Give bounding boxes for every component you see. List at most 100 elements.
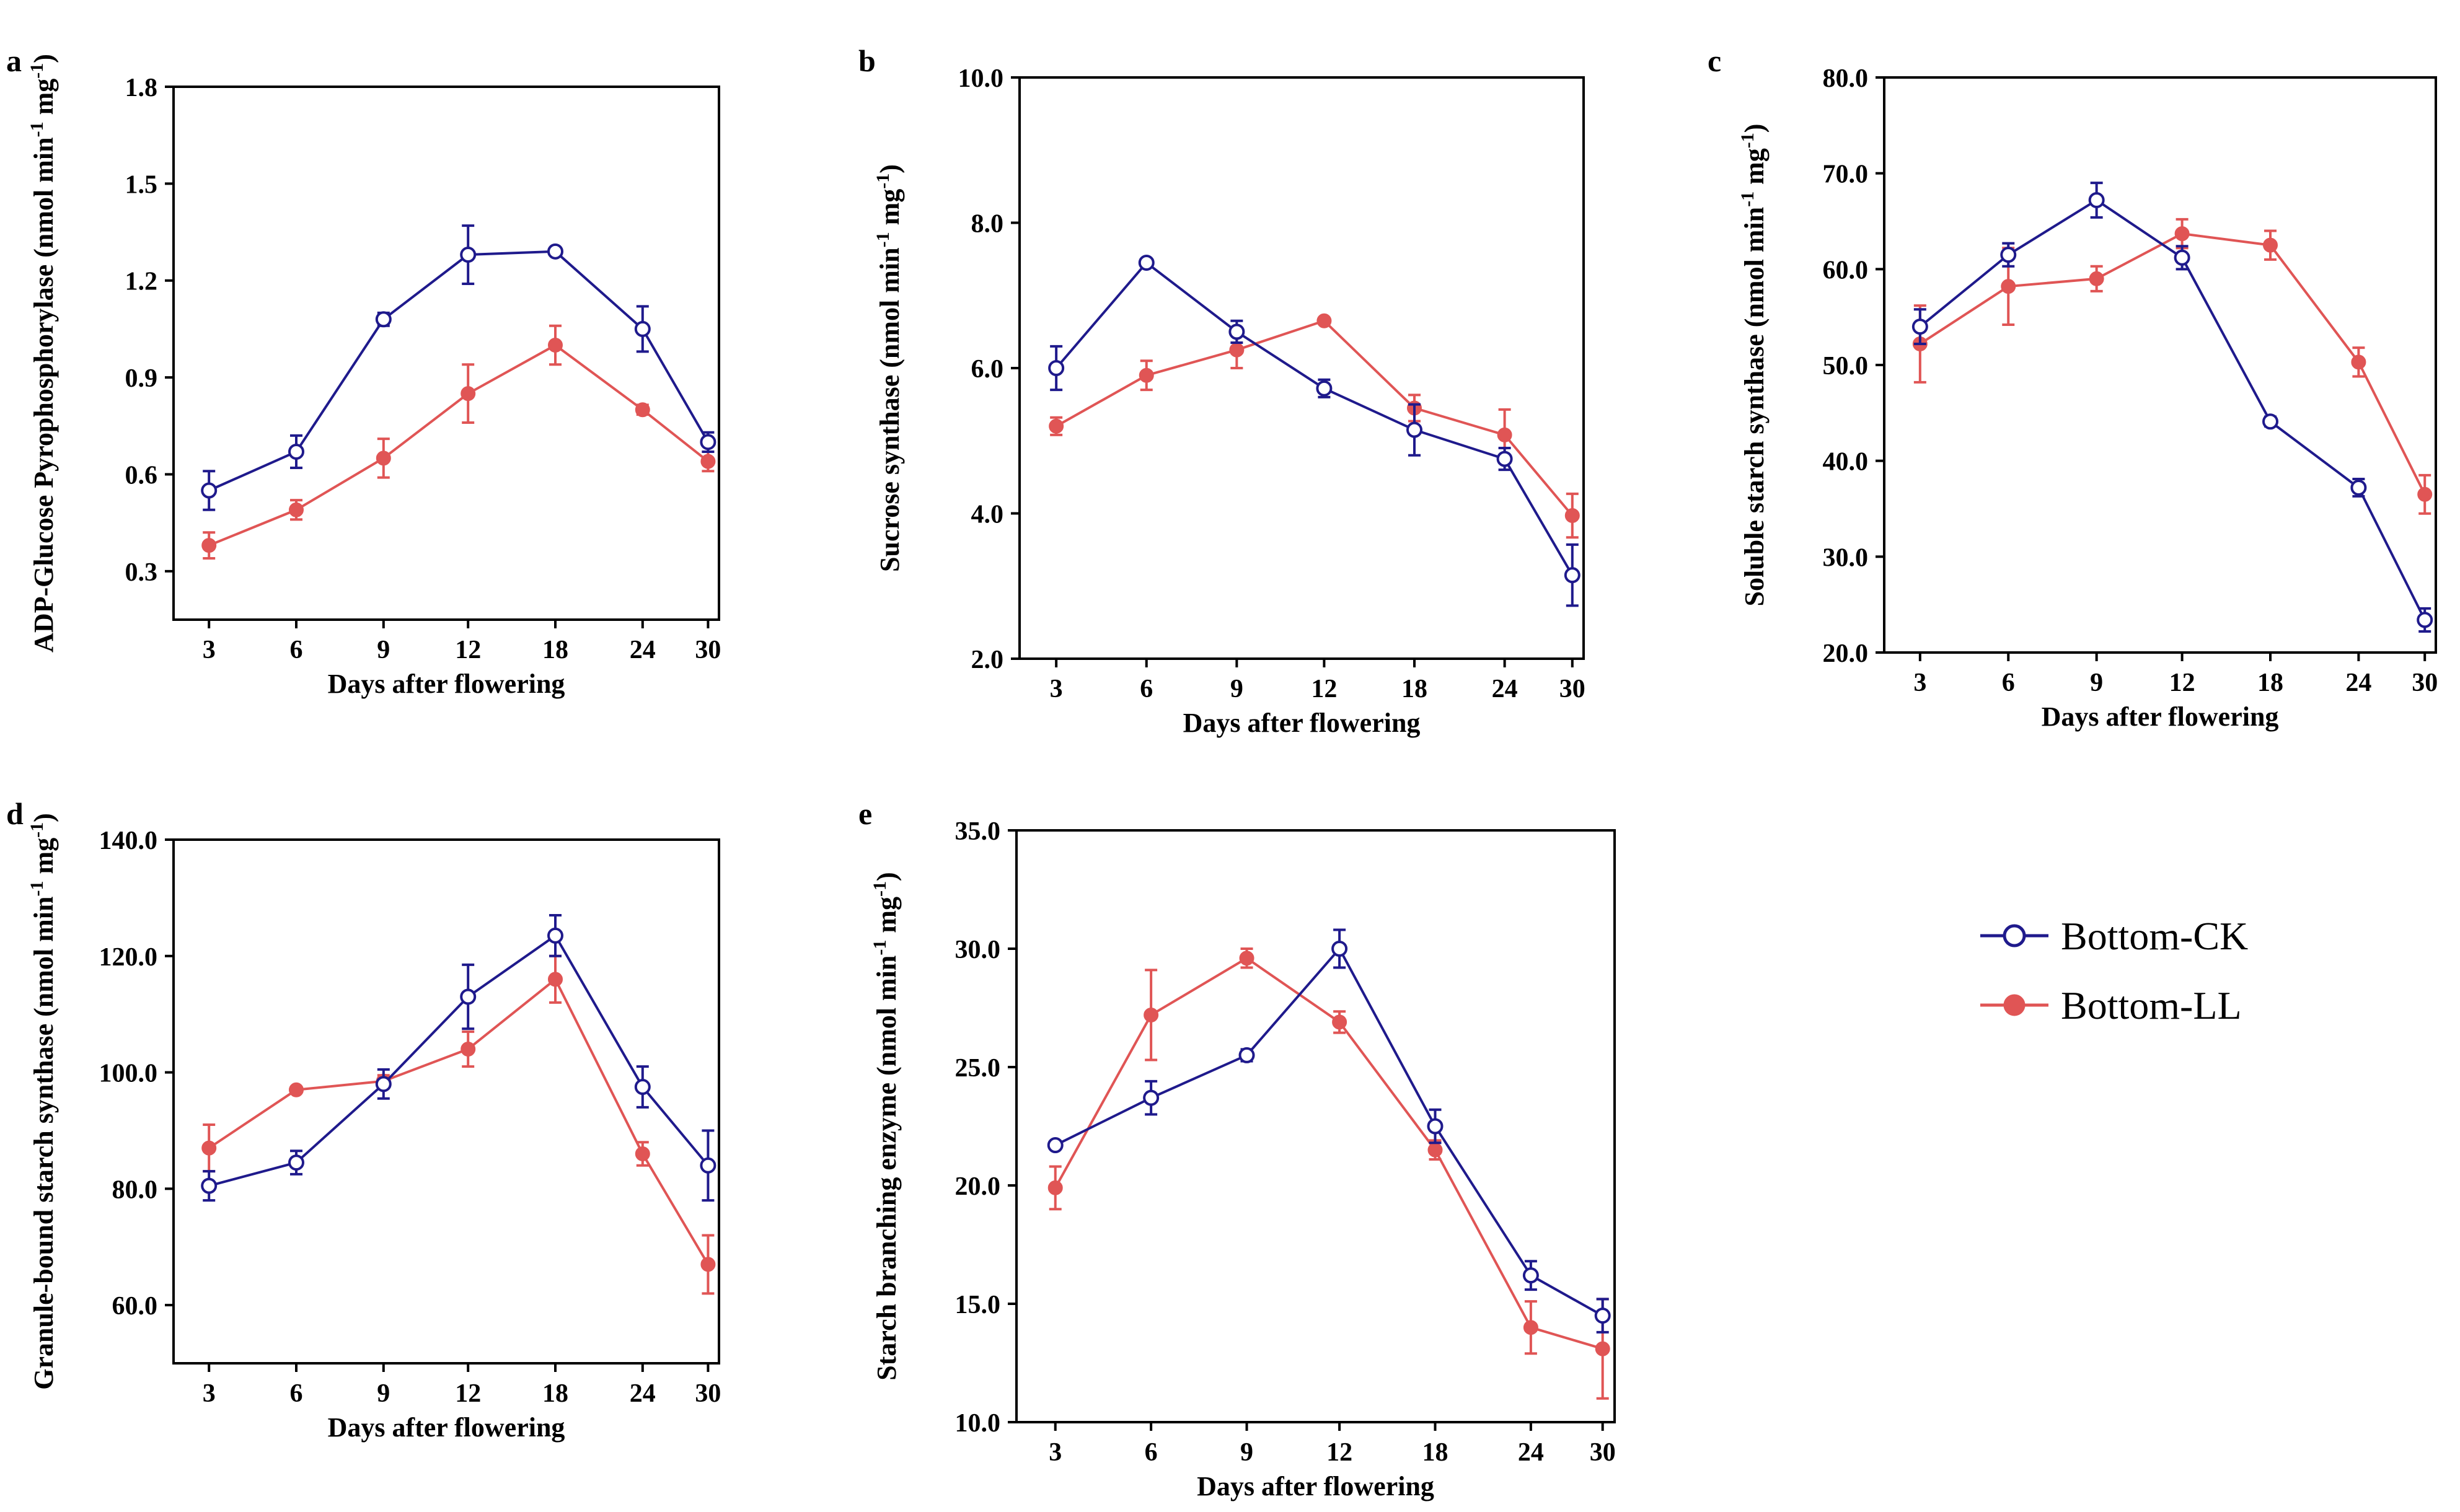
data-point: [376, 451, 391, 466]
x-tick-label: 30: [1590, 1438, 1616, 1467]
series-line: [208, 250, 710, 492]
x-tick-label: 9: [377, 636, 390, 664]
data-point: [548, 337, 563, 353]
data-point: [1331, 941, 1348, 957]
data-point: [201, 1177, 218, 1194]
x-tick-label: 6: [1140, 675, 1153, 703]
data-point: [1564, 567, 1580, 584]
legend-label: Bottom-LL: [2061, 983, 2242, 1027]
x-tick-label: 30: [2412, 669, 2438, 697]
y-axis-label: Soluble starch synthase (nmol min-1 mg-1…: [1737, 124, 1770, 607]
panel-letter: b: [858, 43, 876, 78]
x-tick-label: 24: [630, 636, 656, 664]
x-tick-label: 9: [1240, 1438, 1253, 1467]
panel-letter: e: [858, 796, 872, 831]
data-point: [289, 1082, 304, 1097]
data-point: [2350, 479, 2367, 496]
x-axis-label: Days after flowering: [2042, 701, 2279, 732]
panel-e: e 10.0 15.0 20.0 25.0 30.0 35.0 3 6 9 12 18 24 30 Days…: [858, 796, 1616, 1501]
x-tick-label: 3: [1913, 669, 1926, 697]
panel-a: a 0.3 0.6 0.9 1.2 1.5 1.8 3 6 9 12 18 24 30 Days after…: [6, 43, 721, 699]
panel-d: d 60.0 80.0 100.0 120.0 140.0 3 6 9 12 18 24 30 Days …: [6, 796, 721, 1443]
x-tick-label: 18: [1422, 1438, 1448, 1467]
data-point: [1427, 1142, 1443, 1158]
y-tick-label: 15.0: [955, 1291, 1001, 1319]
panel-letter: d: [6, 796, 24, 831]
series-line: [1054, 946, 1603, 1317]
data-point: [635, 402, 650, 418]
y-axis-label: Sucrose synthase (nmol min-1 mg-1): [873, 164, 906, 572]
data-point: [288, 1154, 304, 1171]
y-tick-label: 2.0: [971, 646, 1004, 674]
y-tick-label: 4.0: [971, 501, 1004, 529]
data-point: [1144, 1007, 1159, 1022]
y-tick-label: 60.0: [112, 1292, 158, 1321]
y-tick-label: 35.0: [955, 817, 1001, 846]
panel-b: b 2.0 4.0 6.0 8.0 10.0 3 6 9 12 18 24 30 Days after f…: [858, 43, 1585, 738]
x-tick-label: 18: [1401, 675, 1427, 703]
x-tick-label: 3: [203, 1379, 216, 1408]
y-tick-label: 70.0: [1823, 160, 1869, 189]
data-point: [1316, 313, 1332, 328]
data-point: [1238, 1047, 1255, 1063]
data-point: [2174, 226, 2190, 242]
x-tick-label: 3: [203, 636, 216, 664]
x-tick-label: 24: [2345, 669, 2371, 697]
data-point: [2263, 237, 2278, 253]
y-tick-label: 10.0: [955, 1409, 1001, 1438]
x-tick-label: 12: [455, 1379, 481, 1408]
x-tick-label: 24: [1518, 1438, 1544, 1467]
data-point: [1049, 418, 1064, 434]
data-point: [635, 1146, 650, 1161]
x-tick-label: 18: [2257, 669, 2283, 697]
data-point: [201, 1140, 217, 1156]
y-tick-label: 25.0: [955, 1054, 1001, 1083]
series-bottom-ck: [1047, 928, 1611, 1334]
series-bottom-ck: [201, 914, 716, 1202]
data-point: [1229, 342, 1245, 358]
y-tick-label: 0.9: [125, 364, 158, 393]
x-tick-label: 12: [2169, 669, 2195, 697]
x-tick-label: 6: [290, 636, 303, 664]
y-tick-label: 0.3: [125, 558, 158, 587]
series-bottom-ll: [1912, 218, 2433, 515]
data-point: [1427, 1118, 1444, 1135]
y-tick-label: 30.0: [955, 936, 1001, 964]
data-point: [700, 1157, 716, 1174]
data-point: [1564, 508, 1580, 524]
x-tick-label: 12: [1326, 1438, 1352, 1467]
series-bottom-ck: [1911, 182, 2433, 633]
y-tick-label: 1.2: [125, 268, 158, 296]
data-point: [700, 454, 716, 469]
data-point: [1138, 254, 1155, 271]
y-tick-label: 20.0: [955, 1172, 1001, 1201]
x-tick-label: 30: [695, 1379, 721, 1408]
data-point: [547, 927, 563, 944]
legend: Bottom-CK Bottom-LL: [1980, 914, 2248, 1027]
series-bottom-ll: [201, 324, 716, 560]
data-point: [1316, 380, 1333, 397]
series-line: [1054, 956, 1603, 1350]
x-tick-label: 3: [1049, 1438, 1062, 1467]
data-point: [2088, 191, 2105, 208]
x-axis-label: Days after flowering: [328, 1412, 565, 1443]
data-point: [2351, 354, 2366, 370]
legend-marker: [2003, 924, 2026, 947]
x-tick-label: 24: [1492, 675, 1518, 703]
plot-frame: [172, 838, 720, 1365]
data-point: [1332, 1014, 1347, 1030]
y-tick-label: 1.5: [125, 170, 158, 199]
data-point: [2000, 247, 2017, 263]
x-tick-label: 6: [290, 1379, 303, 1408]
data-point: [1523, 1320, 1538, 1335]
y-axis-label: Starch branching enzyme (nmol min-1 mg-1…: [870, 872, 902, 1380]
series-bottom-ck: [1048, 254, 1580, 607]
data-point: [1496, 451, 1513, 467]
data-point: [1522, 1267, 1539, 1284]
data-point: [288, 443, 304, 460]
x-axis-label: Days after flowering: [1197, 1471, 1434, 1501]
legend-marker: [2003, 994, 2026, 1016]
data-point: [461, 386, 476, 402]
y-tick-label: 80.0: [1823, 64, 1869, 93]
legend-label: Bottom-CK: [2061, 914, 2248, 958]
